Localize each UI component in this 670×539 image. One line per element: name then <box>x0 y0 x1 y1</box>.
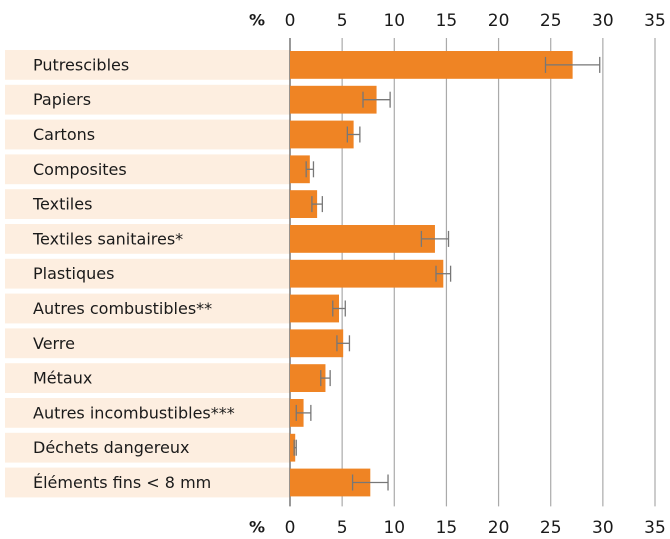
bar <box>290 259 444 288</box>
label-bg <box>5 432 290 463</box>
error-bar <box>336 335 351 352</box>
label-bg <box>5 154 290 185</box>
label-bg <box>5 119 290 150</box>
label-bg <box>5 258 290 289</box>
bar <box>290 120 354 149</box>
category-label: Papiers <box>33 90 91 109</box>
x-tick-label: 30 <box>592 11 614 31</box>
x-tick-label: 35 <box>644 11 666 31</box>
x-tick-label: 35 <box>644 518 666 538</box>
error-bar <box>362 91 391 108</box>
x-tick-label: 25 <box>540 11 562 31</box>
bar <box>290 51 573 79</box>
x-tick-label: 30 <box>592 518 614 538</box>
bar <box>290 329 344 358</box>
error-bar <box>544 56 601 73</box>
label-bg <box>5 293 290 324</box>
error-bar <box>351 474 389 491</box>
bar <box>290 85 377 114</box>
label-bg <box>5 363 290 393</box>
x-tick-label: 20 <box>488 518 510 538</box>
bar <box>290 364 326 392</box>
x-axis-unit: % <box>249 518 265 537</box>
category-label: Verre <box>33 334 75 353</box>
category-label: Composites <box>33 160 127 179</box>
error-bar <box>293 439 297 456</box>
x-tick-label: 25 <box>540 518 562 538</box>
category-label: Autres combustibles** <box>33 299 212 318</box>
x-tick-label: 5 <box>337 11 348 31</box>
label-bg <box>5 189 290 219</box>
category-label: Éléments fins < 8 mm <box>33 473 211 492</box>
category-label: Plastiques <box>33 264 114 283</box>
error-bar <box>346 126 361 143</box>
label-bg <box>5 224 290 254</box>
category-label: Déchets dangereux <box>33 438 189 457</box>
label-bg <box>5 398 290 428</box>
x-tick-label: 0 <box>285 11 296 31</box>
x-axis-unit: % <box>249 11 265 30</box>
x-tick-label: 10 <box>383 11 405 31</box>
x-tick-label: 0 <box>285 518 296 538</box>
error-bar <box>305 161 315 178</box>
category-label: Métaux <box>33 369 92 388</box>
bar <box>290 155 310 184</box>
x-tick-label: 10 <box>383 518 405 538</box>
error-bar <box>332 300 346 317</box>
label-bg <box>5 84 290 115</box>
error-bar <box>311 196 323 213</box>
error-bar <box>295 404 312 421</box>
category-label: Autres incombustibles*** <box>33 403 235 422</box>
x-tick-label: 15 <box>436 518 458 538</box>
bar <box>290 294 340 323</box>
category-label: Cartons <box>33 125 95 144</box>
x-tick-label: 20 <box>488 11 510 31</box>
x-tick-label: 15 <box>436 11 458 31</box>
bar <box>290 225 435 253</box>
label-bg <box>5 328 290 359</box>
category-label: Textiles <box>32 195 92 214</box>
category-label: Putrescibles <box>33 55 129 74</box>
error-bar <box>435 265 452 282</box>
bar <box>290 433 296 462</box>
error-bar <box>420 230 450 247</box>
error-bar <box>320 370 331 387</box>
label-bg <box>5 50 290 80</box>
x-tick-label: 5 <box>337 518 348 538</box>
category-label: Textiles sanitaires* <box>32 229 183 248</box>
label-bg <box>5 467 290 498</box>
